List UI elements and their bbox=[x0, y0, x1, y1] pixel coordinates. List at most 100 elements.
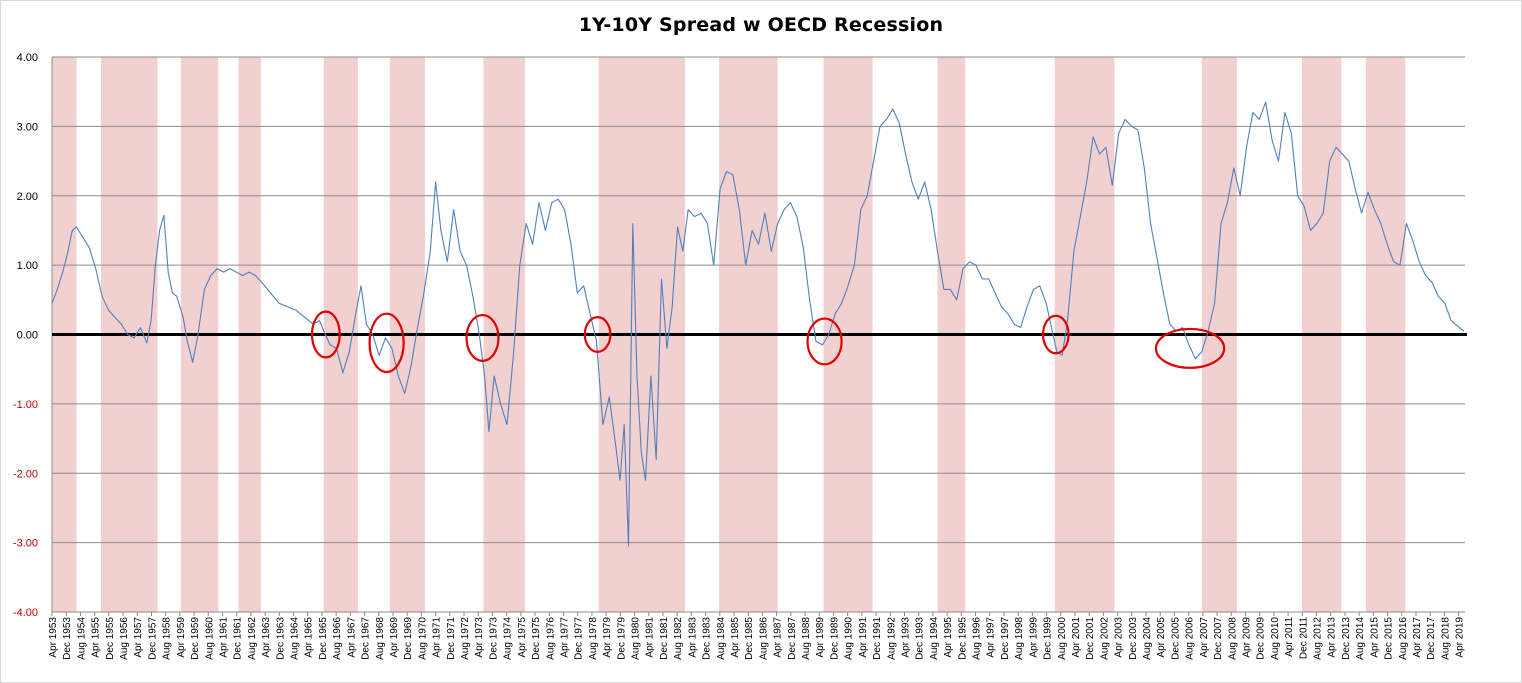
x-tick-label: Aug 1964 bbox=[290, 617, 301, 660]
y-axis-ticks: 4.00 3.00 2.00 1.00 0.00 -1.00 -2.00 -3.00 -4.00 bbox=[13, 52, 38, 619]
x-tick-label: Dec 1991 bbox=[872, 617, 883, 660]
x-tick-label: Aug 1988 bbox=[801, 617, 812, 660]
x-tick-label: Apr 1991 bbox=[858, 617, 869, 658]
x-tick-label: Apr 1999 bbox=[1028, 617, 1039, 658]
x-tick-label: Aug 2012 bbox=[1313, 617, 1324, 660]
x-tick-label: Apr 2019 bbox=[1455, 617, 1466, 658]
x-tick-label: Aug 1972 bbox=[460, 617, 471, 660]
x-tick-label: Dec 1963 bbox=[275, 617, 286, 660]
y-tick-label: 1.00 bbox=[17, 260, 38, 272]
x-tick-label: Apr 1967 bbox=[346, 617, 357, 658]
x-tick-label: Aug 1984 bbox=[716, 617, 727, 660]
x-tick-label: Dec 1981 bbox=[659, 617, 670, 660]
series-line bbox=[51, 101, 1465, 547]
x-tick-label: Apr 1955 bbox=[91, 617, 102, 658]
x-tick-label: Aug 1990 bbox=[844, 617, 855, 660]
x-tick-label: Apr 2009 bbox=[1241, 617, 1252, 658]
x-tick-label: Aug 2004 bbox=[1142, 617, 1153, 660]
x-tick-label: Aug 1960 bbox=[204, 617, 215, 660]
x-tick-label: Dec 2017 bbox=[1426, 617, 1437, 660]
x-tick-label: Apr 1971 bbox=[432, 617, 443, 658]
x-tick-label: Apr 1965 bbox=[304, 617, 315, 658]
y-tick-label: -1.00 bbox=[13, 399, 38, 411]
x-tick-label: Apr 1977 bbox=[559, 617, 570, 658]
x-tick-label: Apr 1975 bbox=[517, 617, 528, 658]
x-tick-label: Aug 2010 bbox=[1270, 617, 1281, 660]
x-tick-label: Dec 1967 bbox=[361, 617, 372, 660]
y-tick-label: 3.00 bbox=[17, 121, 38, 133]
x-tick-label: Dec 2003 bbox=[1128, 617, 1139, 660]
x-tick-label: Apr 1981 bbox=[645, 617, 656, 658]
x-tick-label: Dec 1977 bbox=[574, 617, 585, 660]
x-tick-label: Dec 1983 bbox=[702, 617, 713, 660]
x-tick-label: Apr 1979 bbox=[602, 617, 613, 658]
x-tick-label: Dec 2001 bbox=[1085, 617, 1096, 660]
inversion-circle bbox=[583, 316, 612, 353]
x-tick-label: Aug 1982 bbox=[673, 617, 684, 660]
x-tick-label: Apr 1989 bbox=[815, 617, 826, 658]
x-tick-label: Apr 1993 bbox=[900, 617, 911, 658]
gridlines bbox=[51, 56, 1465, 613]
x-tick-label: Dec 1973 bbox=[488, 617, 499, 660]
x-tick-label: Apr 2017 bbox=[1412, 617, 1423, 658]
y-tick-label: -4.00 bbox=[13, 607, 38, 619]
x-tick-label: Apr 1983 bbox=[687, 617, 698, 658]
x-tick-label: Aug 1996 bbox=[972, 617, 983, 660]
inversion-circle bbox=[806, 317, 843, 366]
x-tick-label: Dec 1989 bbox=[829, 617, 840, 660]
x-tick-label: Aug 1998 bbox=[1014, 617, 1025, 660]
inversion-circle bbox=[1041, 314, 1070, 355]
x-tick-label: Aug 1954 bbox=[76, 617, 87, 660]
x-tick-label: Dec 1971 bbox=[446, 617, 457, 660]
x-tick-label: Aug 1986 bbox=[758, 617, 769, 660]
x-tick-label: Aug 1968 bbox=[375, 617, 386, 660]
x-tick-label: Apr 2013 bbox=[1327, 617, 1338, 658]
x-axis-ticks: Apr 1953 Dec 1953 Aug 1954 Apr 1955 Dec 1955… bbox=[48, 612, 1466, 660]
x-tick-label: Dec 1953 bbox=[62, 617, 73, 660]
x-tick-label: Dec 1997 bbox=[1000, 617, 1011, 660]
y-tick-label: 4.00 bbox=[17, 52, 38, 64]
x-tick-label: Dec 1975 bbox=[531, 617, 542, 660]
x-tick-label: Apr 1963 bbox=[261, 617, 272, 658]
y-tick-label: 2.00 bbox=[17, 191, 38, 203]
x-tick-label: Aug 1978 bbox=[588, 617, 599, 660]
x-tick-label: Apr 2003 bbox=[1114, 617, 1125, 658]
x-tick-label: Aug 1980 bbox=[631, 617, 642, 660]
x-tick-label: Dec 1969 bbox=[403, 617, 414, 660]
x-tick-label: Apr 2011 bbox=[1284, 617, 1295, 657]
x-tick-label: Apr 1995 bbox=[943, 617, 954, 658]
x-tick-label: Aug 1976 bbox=[545, 617, 556, 660]
y-tick-label: 0.00 bbox=[17, 330, 38, 342]
inversion-circle bbox=[310, 310, 341, 359]
x-tick-label: Dec 2007 bbox=[1213, 617, 1224, 660]
x-tick-label: Apr 2001 bbox=[1071, 617, 1082, 658]
x-tick-label: Dec 2011 bbox=[1298, 617, 1309, 660]
x-tick-label: Dec 1965 bbox=[318, 617, 329, 660]
x-tick-label: Apr 1985 bbox=[730, 617, 741, 658]
x-tick-label: Aug 1974 bbox=[503, 617, 514, 660]
x-tick-label: Apr 1959 bbox=[176, 617, 187, 658]
x-tick-label: Aug 2002 bbox=[1099, 617, 1110, 660]
x-tick-label: Apr 2007 bbox=[1199, 617, 1210, 658]
x-tick-label: Aug 2006 bbox=[1185, 617, 1196, 660]
x-tick-label: Apr 1961 bbox=[218, 617, 229, 658]
x-tick-label: Aug 2000 bbox=[1057, 617, 1068, 660]
x-tick-label: Aug 2018 bbox=[1440, 617, 1451, 660]
chart-title: 1Y-10Y Spread w OECD Recession bbox=[578, 14, 944, 36]
x-tick-label: Aug 2008 bbox=[1227, 617, 1238, 660]
inversion-circles bbox=[310, 310, 1226, 374]
x-tick-label: Aug 1970 bbox=[417, 617, 428, 660]
x-tick-label: Apr 1953 bbox=[48, 617, 59, 658]
x-tick-label: Dec 1961 bbox=[233, 617, 244, 660]
x-tick-label: Dec 1985 bbox=[744, 617, 755, 660]
inversion-circle bbox=[465, 313, 500, 362]
x-tick-label: Dec 2013 bbox=[1341, 617, 1352, 660]
x-tick-label: Dec 2015 bbox=[1384, 617, 1395, 660]
x-tick-label: Apr 2005 bbox=[1156, 617, 1167, 658]
x-tick-label: Aug 2014 bbox=[1355, 617, 1366, 660]
x-tick-label: Dec 1999 bbox=[1043, 617, 1054, 660]
series-group bbox=[51, 101, 1465, 547]
x-tick-label: Dec 1995 bbox=[957, 617, 968, 660]
x-tick-label: Aug 1958 bbox=[162, 617, 173, 660]
